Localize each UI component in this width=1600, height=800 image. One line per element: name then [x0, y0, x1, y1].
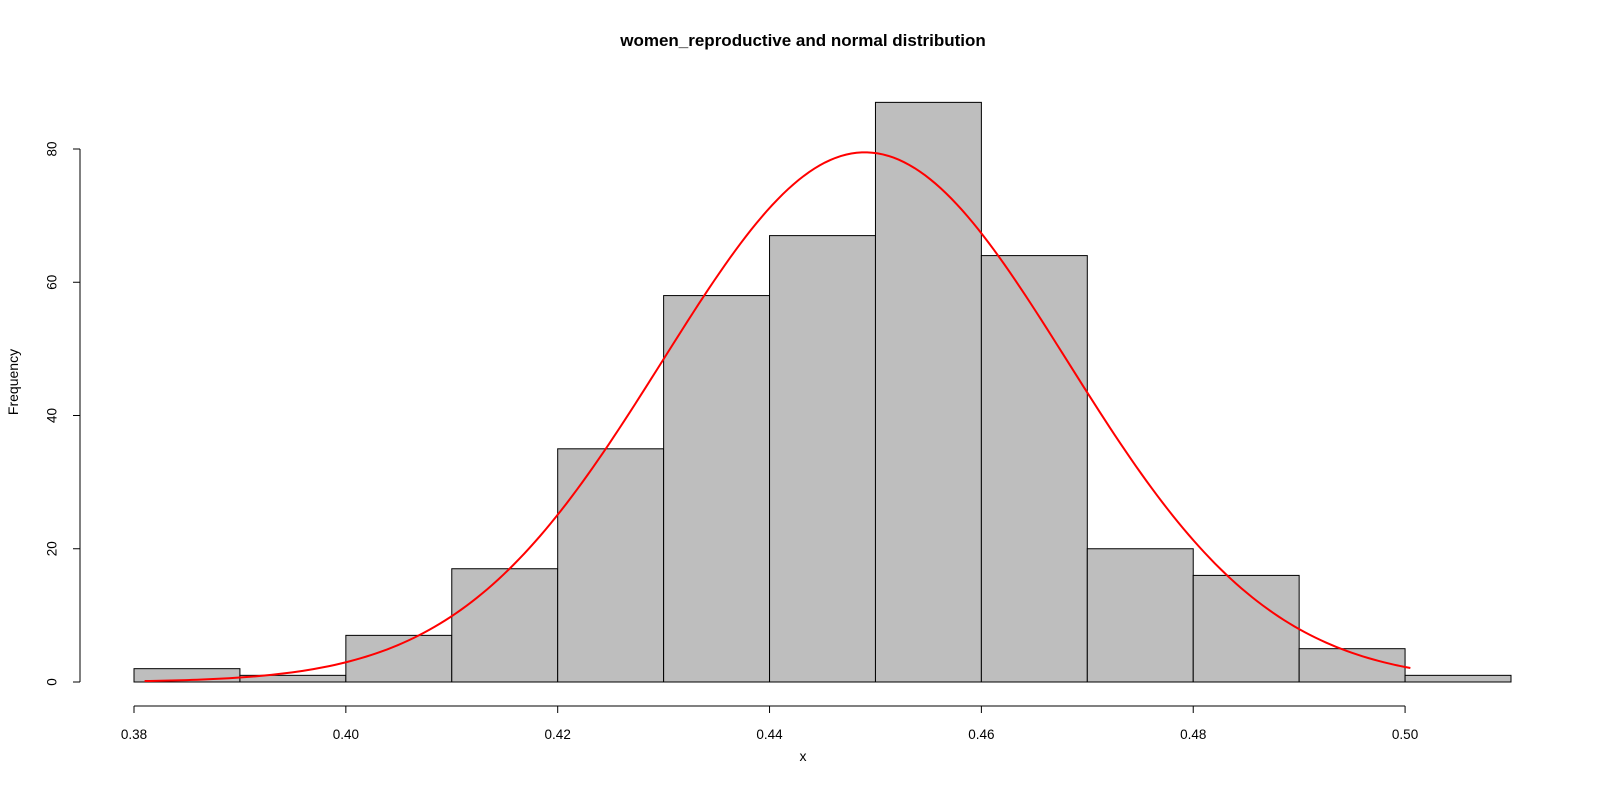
histogram-bar — [769, 235, 876, 683]
histogram-bar — [980, 255, 1088, 683]
y-tick-label: 20 — [45, 541, 60, 556]
x-tick-label: 0.42 — [545, 727, 571, 742]
x-tick-label: 0.44 — [756, 727, 783, 742]
x-tick-label: 0.50 — [1392, 727, 1418, 742]
normal-curve — [144, 151, 1411, 683]
bars-group — [133, 101, 1512, 683]
y-tick-label: 40 — [45, 408, 60, 423]
x-tick-label: 0.46 — [968, 727, 994, 742]
chart-title: women_reproductive and normal distributi… — [619, 31, 986, 50]
y-tick-label: 60 — [45, 275, 60, 290]
histogram-bar — [874, 101, 982, 683]
histogram-bar — [663, 295, 771, 683]
histogram-bar — [1404, 674, 1512, 683]
y-axis-label: Frequency — [5, 349, 21, 415]
x-tick-label: 0.48 — [1180, 727, 1206, 742]
x-axis-label: x — [800, 748, 807, 764]
histogram-bar — [1086, 548, 1194, 683]
x-axis: 0.38 0.40 0.42 0.44 0.46 0.48 0.50 — [121, 705, 1418, 742]
histogram-bar — [345, 634, 453, 683]
x-tick-label: 0.38 — [121, 727, 147, 742]
y-axis: 0 20 40 60 80 — [45, 141, 81, 686]
histogram-bar — [1298, 648, 1406, 683]
histogram-bar — [451, 568, 559, 683]
y-tick-label: 80 — [45, 141, 60, 156]
histogram-bar — [557, 448, 665, 683]
x-tick-label: 0.40 — [333, 727, 359, 742]
y-tick-label: 0 — [45, 678, 60, 686]
